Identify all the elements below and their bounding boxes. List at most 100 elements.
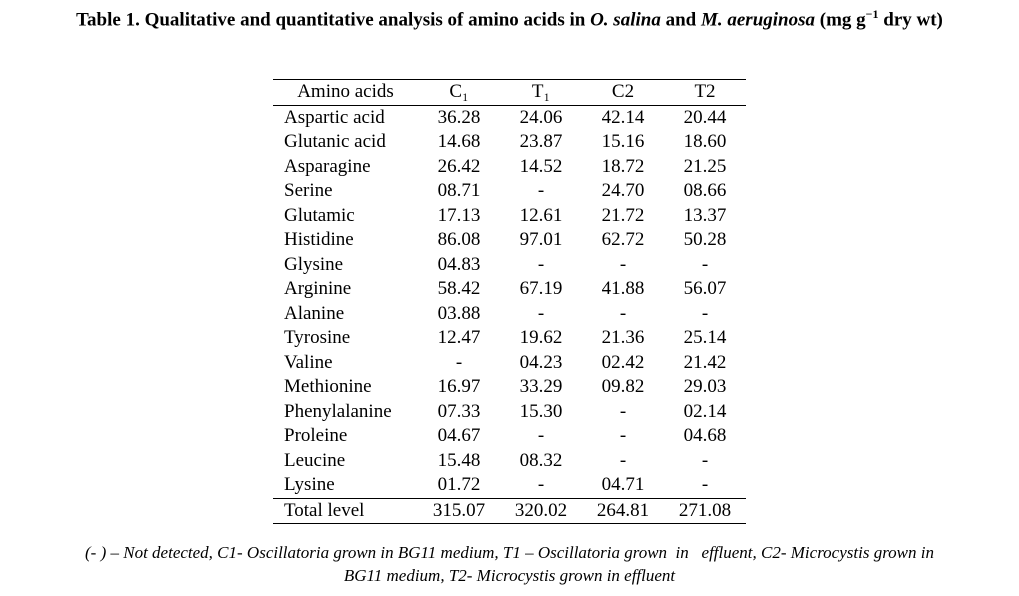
caption-text: Table 1. Qualitative and quantitative an… <box>76 9 591 31</box>
cell-value: 02.42 <box>601 351 645 373</box>
amino-acid-name: Asparagine <box>284 155 371 177</box>
amino-acid-name: Arginine <box>284 278 352 299</box>
cell-value: - <box>537 425 545 446</box>
cell-value: 09.82 <box>601 376 645 397</box>
cell-value: 01.72 <box>437 474 481 495</box>
unit-exponent: −1 <box>865 7 879 21</box>
cell-value: 15.48 <box>437 449 481 471</box>
cell-value: - <box>619 449 627 471</box>
table-caption: Table 1. Qualitative and quantitative an… <box>0 7 1019 31</box>
cell-value: 320.02 <box>514 499 568 521</box>
header-row: Amino acids C₁ T₁ C2 T2 <box>273 79 746 105</box>
cell-value: 15.16 <box>601 131 645 152</box>
cell-value: 33.29 <box>519 376 563 397</box>
cell-value: 18.60 <box>683 131 727 152</box>
cell-value: 19.62 <box>519 327 563 348</box>
amino-acid-name: Serine <box>284 180 333 201</box>
table-row: Methionine 16.97 33.29 09.82 29.03 <box>273 375 746 400</box>
cell-value: - <box>537 253 545 275</box>
cell-value: 58.42 <box>437 278 481 299</box>
cell-value: 24.06 <box>519 106 563 128</box>
cell-value: - <box>619 253 627 275</box>
cell-value: 42.14 <box>601 106 645 128</box>
cell-value: 03.88 <box>437 302 481 324</box>
cell-value: 97.01 <box>519 229 563 250</box>
cell-value: 07.33 <box>437 400 481 422</box>
cell-value: - <box>537 474 545 495</box>
cell-value: 18.72 <box>601 155 645 177</box>
cell-value: 50.28 <box>683 229 727 250</box>
amino-acid-name: Methionine <box>284 376 372 397</box>
caption-text: and <box>660 9 701 31</box>
cell-value: - <box>537 302 545 324</box>
cell-value: 04.83 <box>437 253 481 275</box>
cell-value: 67.19 <box>519 278 563 299</box>
cell-value: 36.28 <box>437 106 481 128</box>
cell-value: - <box>619 400 627 422</box>
cell-value: 14.52 <box>519 155 563 177</box>
cell-value: 21.25 <box>683 155 727 177</box>
table-row: Lysine 01.72 - 04.71 - <box>273 473 746 498</box>
footnote: (- ) – Not detected, C1- Oscillatoria gr… <box>0 541 1019 587</box>
table-row: Tyrosine 12.47 19.62 21.36 25.14 <box>273 326 746 351</box>
table-row: Glysine 04.83 - - - <box>273 253 746 278</box>
cell-value: 315.07 <box>432 499 486 521</box>
footnote-line: (- ) – Not detected, C1- Oscillatoria gr… <box>85 543 934 562</box>
cell-value: 41.88 <box>601 278 645 299</box>
amino-acid-name: Alanine <box>284 302 345 324</box>
amino-acid-name: Proleine <box>284 425 348 446</box>
cell-value: 14.68 <box>437 131 481 152</box>
cell-value: 04.68 <box>683 425 727 446</box>
table-row: Phenylalanine 07.33 15.30 - 02.14 <box>273 400 746 425</box>
cell-value: 62.72 <box>601 229 645 250</box>
cell-value: 04.23 <box>519 351 563 373</box>
cell-value: 24.70 <box>601 180 645 201</box>
table-row: Proleine 04.67 - - 04.68 <box>273 424 746 449</box>
cell-value: 25.14 <box>683 327 727 348</box>
cell-value: 08.32 <box>519 449 563 471</box>
caption-text: (mg g <box>815 9 866 31</box>
cell-value: 23.87 <box>519 131 563 152</box>
cell-value: 26.42 <box>437 155 481 177</box>
cell-value: 04.67 <box>437 425 481 446</box>
amino-acid-name: Lysine <box>284 474 335 495</box>
amino-acid-name: Valine <box>284 351 333 373</box>
amino-acid-name: Histidine <box>284 229 354 250</box>
cell-value: 02.14 <box>683 400 727 422</box>
amino-acid-name: Tyrosine <box>284 327 351 348</box>
table-row: Arginine 58.42 67.19 41.88 56.07 <box>273 277 746 302</box>
cell-value: - <box>619 425 627 446</box>
cell-value: - <box>537 180 545 201</box>
cell-value: - <box>455 351 463 373</box>
amino-acid-name: Aspartic acid <box>284 106 385 128</box>
cell-value: 86.08 <box>437 229 481 250</box>
cell-value: 04.71 <box>601 474 645 495</box>
cell-value: 20.44 <box>683 106 727 128</box>
cell-value: - <box>701 253 709 275</box>
cell-value: 08.71 <box>437 180 481 201</box>
column-header-amino-acids: Amino acids <box>297 81 394 102</box>
cell-value: 56.07 <box>683 278 727 299</box>
total-row: Total level 315.07 320.02 264.81 271.08 <box>273 498 746 524</box>
cell-value: 12.47 <box>437 327 481 348</box>
cell-value: 264.81 <box>596 499 650 521</box>
amino-acid-name: Glysine <box>284 253 344 275</box>
table-row: Valine - 04.23 02.42 21.42 <box>273 351 746 376</box>
cell-value: 12.61 <box>519 204 563 226</box>
cell-value: 21.72 <box>601 204 645 226</box>
cell-value: 17.13 <box>437 204 481 226</box>
cell-value: - <box>701 302 709 324</box>
cell-value: 15.30 <box>519 400 563 422</box>
amino-acid-name: Leucine <box>284 449 346 471</box>
footnote-line: BG11 medium, T2- Microcystis grown in ef… <box>343 566 676 585</box>
species-name: O. salina <box>590 9 661 31</box>
table-row: Alanine 03.88 - - - <box>273 302 746 327</box>
cell-value: 21.42 <box>683 351 727 373</box>
table-row: Histidine 86.08 97.01 62.72 50.28 <box>273 228 746 253</box>
amino-acid-table: Amino acids C₁ T₁ C2 T2 Aspartic acid 36.28 24… <box>273 79 746 524</box>
table-row: Leucine 15.48 08.32 - - <box>273 449 746 474</box>
cell-value: 13.37 <box>683 204 727 226</box>
amino-acid-name: Glutamic <box>284 204 355 226</box>
amino-acid-name: Total level <box>284 499 365 521</box>
table-row: Asparagine 26.42 14.52 18.72 21.25 <box>273 155 746 180</box>
